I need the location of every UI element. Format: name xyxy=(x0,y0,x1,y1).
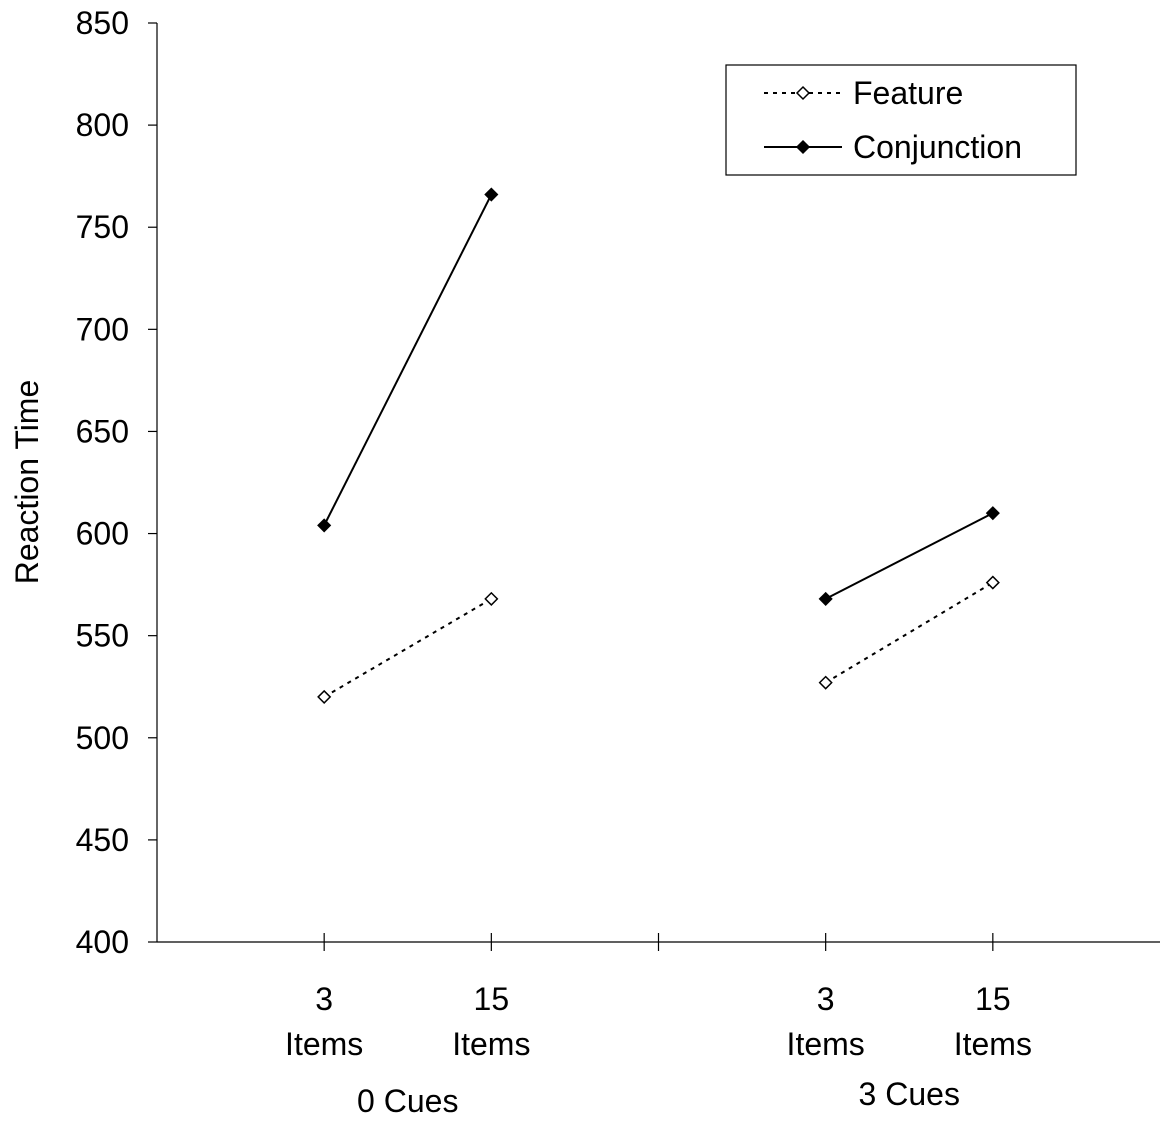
group-label: 0 Cues xyxy=(357,1083,458,1119)
y-tick-label: 500 xyxy=(76,720,129,756)
data-point xyxy=(484,187,499,202)
data-point xyxy=(985,506,1000,521)
series-line xyxy=(323,598,492,698)
x-axis-labels: 3 Items 15 Items 0 Cues 3 Items 15 Items 3 Cues xyxy=(285,981,1032,1119)
y-axis-title: Reaction Time xyxy=(9,380,45,585)
series-layer xyxy=(317,187,1000,704)
category-number-label: 15 xyxy=(474,981,510,1017)
data-point xyxy=(818,675,833,690)
y-tick-label: 850 xyxy=(76,5,129,41)
category-number-label: 3 xyxy=(817,981,835,1017)
series-feature xyxy=(317,575,1000,704)
y-tick-label: 700 xyxy=(76,311,129,347)
y-tick-label: 800 xyxy=(76,107,129,143)
legend-box xyxy=(725,64,1077,176)
data-point xyxy=(985,575,1000,590)
y-axis-ticks: 400 450 500 550 600 650 700 750 800 850 xyxy=(76,5,157,960)
series-line xyxy=(825,512,994,600)
y-tick-label: 400 xyxy=(76,924,129,960)
category-number-label: 3 xyxy=(315,981,333,1017)
category-unit-label: Items xyxy=(452,1026,530,1062)
category-number-label: 15 xyxy=(975,981,1011,1017)
data-point xyxy=(484,591,499,606)
category-unit-label: Items xyxy=(954,1026,1032,1062)
series-line xyxy=(323,194,493,526)
category-unit-label: Items xyxy=(285,1026,363,1062)
group-label: 3 Cues xyxy=(859,1076,960,1112)
data-point xyxy=(818,591,833,606)
data-point xyxy=(317,518,332,533)
data-point xyxy=(317,689,332,704)
series-conjunction xyxy=(317,187,1000,606)
legend-marker-feature xyxy=(795,85,811,101)
legend-label-conjunction: Conjunction xyxy=(853,129,1022,165)
y-tick-label: 750 xyxy=(76,209,129,245)
y-tick-label: 650 xyxy=(76,413,129,449)
legend: Feature Conjunction xyxy=(725,64,1077,176)
y-tick-label: 550 xyxy=(76,618,129,654)
legend-label-feature: Feature xyxy=(853,75,963,111)
y-tick-label: 450 xyxy=(76,822,129,858)
x-axis-ticks xyxy=(323,933,994,951)
y-tick-label: 600 xyxy=(76,516,129,552)
legend-marker-conjunction xyxy=(795,139,811,155)
category-unit-label: Items xyxy=(787,1026,865,1062)
series-line xyxy=(825,581,994,684)
